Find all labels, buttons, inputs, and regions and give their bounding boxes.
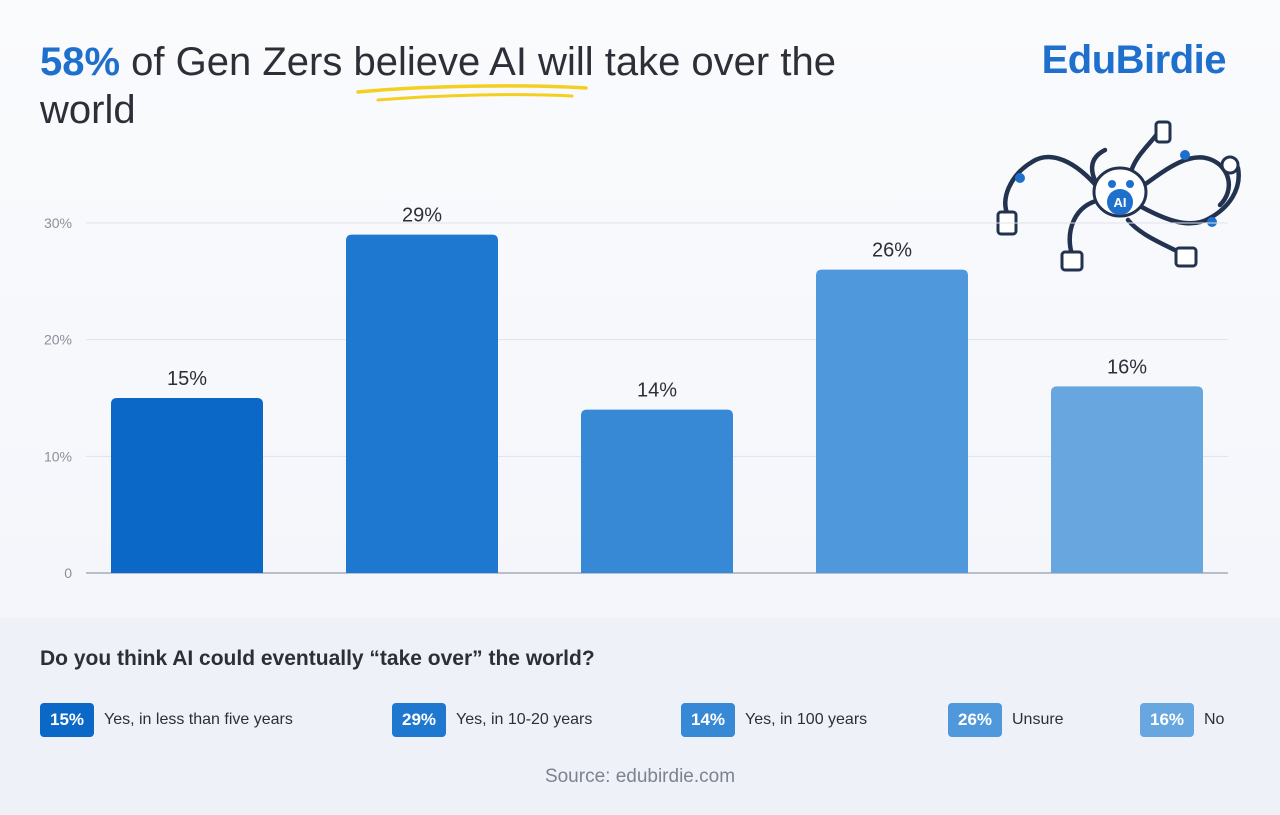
legend-label: Yes, in 10-20 years — [456, 711, 593, 728]
bar-value-label: 14% — [637, 380, 677, 402]
bar-value-label: 16% — [1107, 356, 1147, 378]
legend-item: 29% Yes, in 10-20 years — [392, 703, 592, 737]
legend-item: 14% Yes, in 100 years — [681, 703, 867, 737]
legend-item: 26% Unsure — [948, 703, 1064, 737]
legend-value-badge: 14% — [681, 703, 735, 737]
legend-panel — [0, 618, 1280, 815]
source-credit: Source: edubirdie.com — [544, 766, 736, 787]
legend-label: Yes, in 100 years — [745, 711, 868, 728]
bar-value-label: 29% — [402, 205, 442, 227]
legend-item: 15% Yes, in less than five years — [40, 703, 293, 737]
bar — [111, 398, 263, 573]
title-text: of Gen Zers believe AI will take over th… — [40, 40, 836, 132]
bar-value-label: 15% — [167, 368, 207, 390]
bar — [816, 269, 968, 573]
legend-item: 16% No — [1140, 703, 1224, 737]
survey-question: Do you think AI could eventually “take o… — [40, 647, 595, 670]
y-tick-label: 10% — [44, 448, 72, 464]
legend-value-badge: 26% — [948, 703, 1002, 737]
bar-value-label: 26% — [872, 240, 912, 262]
title-highlight: 58% — [40, 40, 121, 84]
legend-value-badge: 15% — [40, 703, 94, 737]
y-tick-label: 20% — [44, 332, 72, 348]
legend-label: Unsure — [1012, 711, 1064, 728]
legend-label: No — [1204, 711, 1225, 728]
legend-value-badge: 16% — [1140, 703, 1194, 737]
brand-logo: EduBirdie — [1041, 38, 1227, 82]
bar-chart: 0 10% 20% 30% 15% 29% 14% 26% 16% — [44, 205, 1228, 581]
robot-octopus-illustration: AI — [996, 120, 1241, 272]
bar — [581, 409, 733, 573]
y-tick-label: 30% — [44, 215, 72, 231]
bar — [1051, 386, 1203, 573]
legend-value-badge: 29% — [392, 703, 446, 737]
ai-badge-text: AI — [1114, 195, 1127, 210]
bar — [346, 234, 498, 573]
y-tick-label: 0 — [64, 565, 72, 581]
legend-label: Yes, in less than five years — [104, 711, 293, 728]
page-title: 58% of Gen Zers believe AI will take ove… — [40, 38, 900, 134]
